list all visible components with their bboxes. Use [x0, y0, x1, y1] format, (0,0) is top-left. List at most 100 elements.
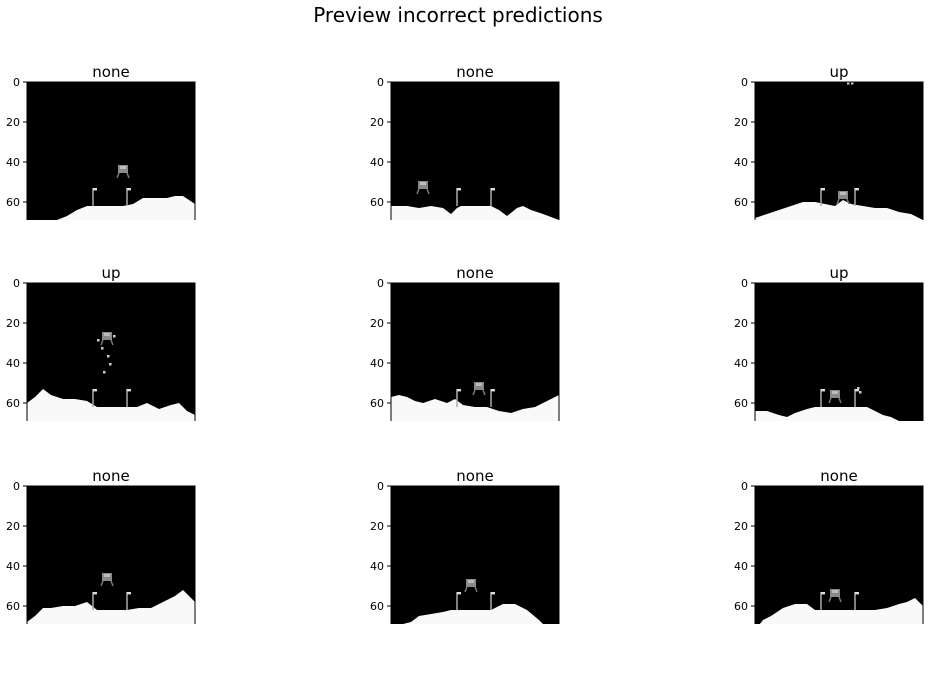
panel-svg: none020406080020406080 — [6, 467, 196, 624]
noise-speck — [857, 387, 860, 390]
flag — [491, 188, 495, 191]
sky-background — [27, 82, 195, 220]
y-tick-label: 20 — [370, 116, 384, 129]
lander-window — [840, 192, 846, 195]
image-area: up020406080020406080 — [6, 264, 196, 421]
flag — [491, 592, 495, 595]
flag — [127, 592, 131, 595]
lander-leg — [416, 188, 420, 195]
y-tick-label: 20 — [6, 317, 20, 330]
axes-frame — [754, 282, 924, 421]
image-area: up020406080020406080 — [734, 63, 924, 220]
image-panel: up020406080020406080 — [728, 20, 928, 220]
panel-svg: none020406080020406080 — [6, 63, 196, 220]
terrain — [759, 598, 923, 624]
lander-window — [104, 333, 110, 336]
lander-leg — [828, 397, 832, 404]
y-tick-label: 60 — [734, 600, 748, 613]
axes-frame — [26, 282, 196, 421]
lander-leg — [838, 596, 842, 603]
panel-title: none — [92, 63, 129, 81]
image-area: up020406080020406080 — [734, 264, 924, 421]
y-tick-label: 40 — [6, 560, 20, 573]
terrain — [755, 407, 899, 421]
y-tick-label: 40 — [6, 156, 20, 169]
lander-window — [104, 574, 110, 577]
image-area: none020406080020406080 — [370, 63, 560, 220]
flag — [93, 592, 97, 595]
flag — [821, 188, 825, 191]
sky-background — [755, 283, 923, 421]
noise-speck — [101, 347, 104, 350]
image-area: none020406080020406080 — [370, 264, 560, 421]
flag — [457, 592, 461, 595]
image-panel: none020406080020406080 — [364, 424, 564, 624]
noise-speck — [97, 339, 100, 342]
y-tick-label: 0 — [13, 277, 20, 290]
y-tick-label: 0 — [377, 76, 384, 89]
image-area: none020406080020406080 — [6, 63, 196, 220]
panel-svg: up020406080020406080 — [734, 264, 924, 421]
y-tick-label: 40 — [370, 156, 384, 169]
y-tick-label: 20 — [734, 116, 748, 129]
sky-background — [391, 283, 559, 421]
flag — [855, 592, 859, 595]
terrain — [755, 200, 923, 220]
y-tick-label: 40 — [734, 156, 748, 169]
lander-leg — [426, 188, 430, 195]
panel-svg: up020406080020406080 — [734, 63, 924, 220]
image-panel: none020406080020406080 — [364, 221, 564, 421]
image-area: none020406080020406080 — [6, 467, 196, 624]
y-tick-label: 40 — [370, 560, 384, 573]
lander-leg — [474, 586, 478, 593]
y-tick-label: 40 — [734, 357, 748, 370]
y-tick-label: 0 — [13, 480, 20, 493]
panel-svg: none020406080020406080 — [734, 467, 924, 624]
y-tick-label: 20 — [6, 116, 20, 129]
flag — [127, 389, 131, 392]
panel-svg: none020406080020406080 — [370, 63, 560, 220]
flag — [821, 592, 825, 595]
flag — [127, 188, 131, 191]
flag — [93, 389, 97, 392]
image-area: none020406080020406080 — [370, 467, 560, 624]
flag — [457, 389, 461, 392]
lander-window — [832, 590, 838, 593]
lander-leg — [116, 172, 120, 179]
y-tick-label: 0 — [741, 76, 748, 89]
lander-window — [120, 166, 126, 169]
image-area: none020406080020406080 — [734, 467, 924, 624]
panel-svg: none020406080020406080 — [370, 467, 560, 624]
y-tick-label: 0 — [741, 277, 748, 290]
lander-window — [832, 391, 838, 394]
y-tick-label: 0 — [377, 480, 384, 493]
terrain — [27, 389, 195, 421]
lander-leg — [110, 339, 114, 346]
lander-leg — [482, 389, 486, 396]
panel-title: none — [456, 63, 493, 81]
sky-background — [391, 82, 559, 220]
lander-window — [468, 580, 474, 583]
lander-window — [476, 383, 482, 386]
terrain — [57, 196, 195, 220]
lander-leg — [838, 397, 842, 404]
y-tick-label: 60 — [6, 600, 20, 613]
axes-frame — [390, 485, 560, 624]
y-tick-label: 20 — [734, 317, 748, 330]
noise-speck — [103, 371, 106, 374]
lander-leg — [100, 580, 104, 587]
lander-leg — [126, 172, 130, 179]
image-panel: none020406080020406080 — [0, 20, 200, 220]
axes-frame — [754, 81, 924, 220]
y-tick-label: 60 — [370, 397, 384, 410]
y-tick-label: 20 — [6, 520, 20, 533]
panel-title: none — [456, 467, 493, 485]
panel-title: up — [829, 63, 848, 81]
axes-frame — [26, 81, 196, 220]
panel-svg: up020406080020406080 — [6, 264, 196, 421]
axes-frame — [26, 485, 196, 624]
sky-background — [391, 486, 559, 624]
image-panel: none020406080020406080 — [364, 20, 564, 220]
noise-speck — [851, 82, 854, 85]
image-panel: up020406080020406080 — [728, 221, 928, 421]
